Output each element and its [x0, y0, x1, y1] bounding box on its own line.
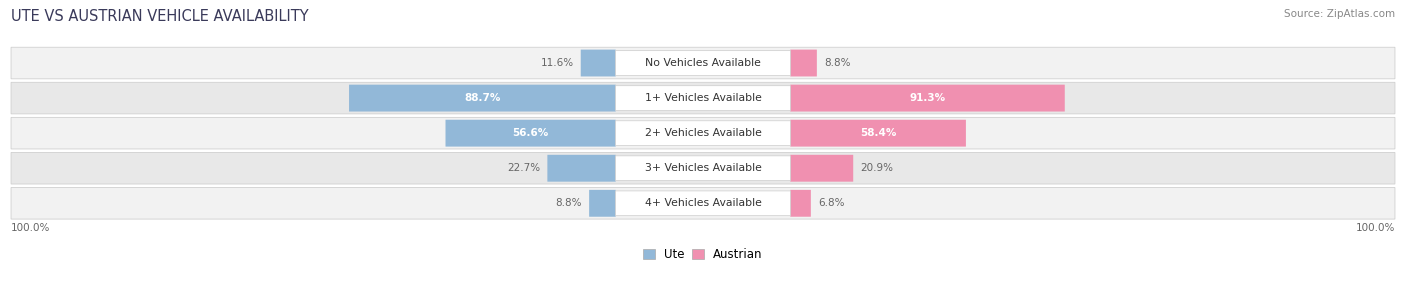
Text: 6.8%: 6.8% — [818, 198, 844, 208]
Text: No Vehicles Available: No Vehicles Available — [645, 58, 761, 68]
FancyBboxPatch shape — [616, 51, 790, 76]
Text: 8.8%: 8.8% — [824, 58, 851, 68]
Text: 3+ Vehicles Available: 3+ Vehicles Available — [644, 163, 762, 173]
FancyBboxPatch shape — [589, 190, 616, 217]
FancyBboxPatch shape — [11, 152, 1395, 184]
Legend: Ute, Austrian: Ute, Austrian — [641, 246, 765, 264]
FancyBboxPatch shape — [11, 117, 1395, 149]
Text: 8.8%: 8.8% — [555, 198, 582, 208]
Text: 20.9%: 20.9% — [860, 163, 893, 173]
Text: 2+ Vehicles Available: 2+ Vehicles Available — [644, 128, 762, 138]
Text: 88.7%: 88.7% — [464, 93, 501, 103]
Text: 11.6%: 11.6% — [541, 58, 574, 68]
FancyBboxPatch shape — [547, 155, 616, 182]
Text: 100.0%: 100.0% — [1355, 223, 1395, 233]
Text: 22.7%: 22.7% — [508, 163, 540, 173]
FancyBboxPatch shape — [11, 82, 1395, 114]
FancyBboxPatch shape — [616, 121, 790, 146]
Text: UTE VS AUSTRIAN VEHICLE AVAILABILITY: UTE VS AUSTRIAN VEHICLE AVAILABILITY — [11, 9, 309, 23]
FancyBboxPatch shape — [616, 86, 790, 110]
Text: 91.3%: 91.3% — [910, 93, 946, 103]
Text: 4+ Vehicles Available: 4+ Vehicles Available — [644, 198, 762, 208]
Text: 56.6%: 56.6% — [512, 128, 548, 138]
FancyBboxPatch shape — [11, 47, 1395, 79]
Text: Source: ZipAtlas.com: Source: ZipAtlas.com — [1284, 9, 1395, 19]
FancyBboxPatch shape — [790, 155, 853, 182]
Text: 1+ Vehicles Available: 1+ Vehicles Available — [644, 93, 762, 103]
FancyBboxPatch shape — [790, 120, 966, 147]
Text: 58.4%: 58.4% — [860, 128, 896, 138]
FancyBboxPatch shape — [790, 49, 817, 76]
FancyBboxPatch shape — [446, 120, 616, 147]
FancyBboxPatch shape — [11, 188, 1395, 219]
FancyBboxPatch shape — [790, 190, 811, 217]
FancyBboxPatch shape — [581, 49, 616, 76]
Text: 100.0%: 100.0% — [11, 223, 51, 233]
FancyBboxPatch shape — [616, 156, 790, 181]
FancyBboxPatch shape — [616, 191, 790, 216]
FancyBboxPatch shape — [790, 85, 1064, 112]
FancyBboxPatch shape — [349, 85, 616, 112]
